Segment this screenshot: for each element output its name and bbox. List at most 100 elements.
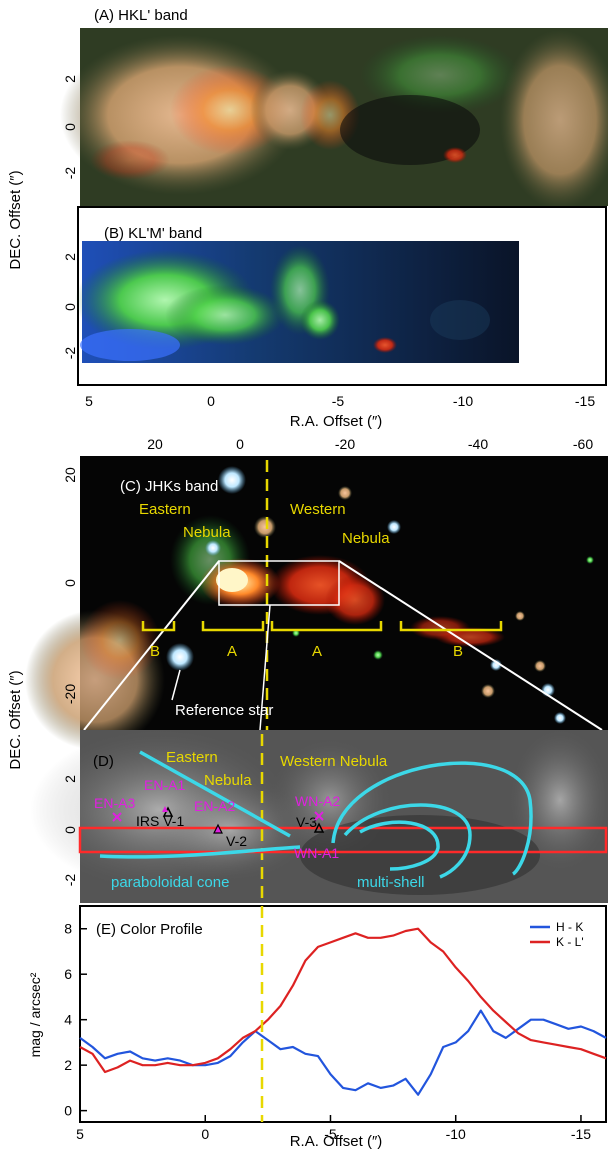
panel-c-overlay: B A A B Reference star (C) JHKs band Eas… xyxy=(83,460,603,731)
d-markers xyxy=(112,806,325,834)
y-tick-label: 8 xyxy=(64,921,72,937)
x-tick-label: 0 xyxy=(201,1126,209,1142)
series-line-0 xyxy=(79,1009,607,1096)
d-cone-lower-line xyxy=(99,845,301,859)
c-label-eastern: Eastern xyxy=(139,501,191,518)
d-label-en-a2: EN-A2 xyxy=(194,798,235,814)
d-label-shell: multi-shell xyxy=(357,874,425,891)
c-region-brackets xyxy=(141,621,503,632)
panel-ab-ra-ticks: 5 0 -5 -10 -15 xyxy=(85,393,595,409)
c-top-tick-20: 20 xyxy=(147,436,163,452)
c-zoom-line-center xyxy=(259,604,271,731)
panel-a-dec-tick-0: 0 xyxy=(62,123,78,131)
chart-y-label: mag / arcsec² xyxy=(27,972,43,1057)
c-label-a1: A xyxy=(227,643,237,660)
y-tick-label: 0 xyxy=(64,1103,72,1119)
d-label-western-nebula: Western Nebula xyxy=(280,753,388,770)
ra-tick-5: 5 xyxy=(85,393,93,409)
panel-a-label: (A) HKL' band xyxy=(94,7,188,24)
panel-d-label: (D) xyxy=(93,753,114,770)
d-marker-en-a3 xyxy=(112,812,122,822)
c-zoom-line-left xyxy=(83,560,220,731)
c-bracket-b2 xyxy=(399,621,503,632)
c-left-tick-20: 20 xyxy=(62,467,78,483)
ra-tick-minus5: -5 xyxy=(332,393,345,409)
d-slit-rectangle xyxy=(78,826,608,854)
c-label-a2: A xyxy=(312,643,322,660)
d-label-wn-a2: WN-A2 xyxy=(295,793,340,809)
d-label-irs-v1: IRS V-1 xyxy=(136,813,184,829)
legend-label-hk: H - K xyxy=(556,920,583,934)
d-dec-tick-0: 0 xyxy=(62,826,78,834)
d-label-wn-a1: WN-A1 xyxy=(294,845,339,861)
x-tick-label: -10 xyxy=(446,1126,466,1142)
x-tick-label: -5 xyxy=(324,1126,337,1142)
chart-x-label: R.A. Offset (″) xyxy=(290,1133,383,1150)
d-label-v3: V-3 xyxy=(296,814,317,830)
c-ref-star-pointer xyxy=(171,669,181,701)
y-tick-label: 2 xyxy=(64,1057,72,1073)
d-dec-tick-2: 2 xyxy=(62,775,78,783)
panel-d-dec-ticks: 2 0 -2 xyxy=(62,775,78,886)
c-top-tick-0: 0 xyxy=(236,436,244,452)
d-marker-en-a2 xyxy=(213,823,223,834)
c-left-tick-0: 0 xyxy=(62,579,78,587)
y-tick-label: 6 xyxy=(64,966,72,982)
panel-b-dec-tick-minus2: -2 xyxy=(62,347,78,360)
panel-b-dec-tick-2: 2 xyxy=(62,253,78,261)
panel-a-image xyxy=(60,28,608,210)
c-bracket-b1 xyxy=(141,621,176,632)
d-label-cone: paraboloidal cone xyxy=(111,874,229,891)
legend-label-kl: K - L' xyxy=(556,935,584,949)
panel-b-image xyxy=(75,241,519,363)
x-tick-label: -15 xyxy=(571,1126,591,1142)
ra-tick-minus15: -15 xyxy=(575,393,595,409)
c-top-tick-minus20: -20 xyxy=(335,436,355,452)
d-shell-outer xyxy=(331,761,533,876)
panel-cd-dec-label: DEC. Offset (″) xyxy=(7,670,24,769)
panel-c-left-ticks: 20 0 -20 xyxy=(62,467,78,704)
c-top-tick-minus40: -40 xyxy=(468,436,488,452)
c-left-tick-minus20: -20 xyxy=(62,684,78,704)
panel-b-ra-label: R.A. Offset (″) xyxy=(290,413,383,430)
panel-b-dec-tick-0: 0 xyxy=(62,303,78,311)
c-label-western: Western xyxy=(290,501,346,518)
panel-b-label: (B) KL'M' band xyxy=(104,225,202,242)
panel-c-image xyxy=(25,456,608,750)
ra-tick-0: 0 xyxy=(207,393,215,409)
y-tick-label: 4 xyxy=(64,1012,72,1028)
d-marker-v3 xyxy=(313,822,325,833)
c-label-nebula-east: Nebula xyxy=(183,524,231,541)
panel-c-top-ticks: 20 0 -20 -40 -60 xyxy=(147,436,593,452)
d-shell-inner xyxy=(359,820,440,871)
series-line-1 xyxy=(79,927,607,1074)
c-label-nebula-west: Nebula xyxy=(342,530,390,547)
c-bracket-a2 xyxy=(270,621,383,632)
c-label-ref-star: Reference star xyxy=(175,702,273,719)
panel-d-overlay: (D) Eastern Nebula Western Nebula EN-A1 … xyxy=(78,734,608,903)
c-bracket-a1 xyxy=(201,621,265,632)
ra-tick-minus10: -10 xyxy=(453,393,473,409)
d-label-eastern: Eastern xyxy=(166,749,218,766)
d-dec-tick-minus2: -2 xyxy=(62,874,78,887)
chart-series xyxy=(79,927,607,1096)
d-shell-middle xyxy=(343,803,472,879)
panel-a-dec-tick-2: 2 xyxy=(62,75,78,83)
panel-c-label: (C) JHKs band xyxy=(120,478,218,495)
d-marker-wn-a2 xyxy=(314,811,324,821)
panel-ab-dec-label: DEC. Offset (″) xyxy=(7,170,24,269)
panel-a-dec-tick-minus2: -2 xyxy=(62,167,78,180)
d-label-en-a3: EN-A3 xyxy=(94,795,135,811)
chart-legend: H - K K - L' xyxy=(530,920,584,949)
c-label-b1: B xyxy=(150,643,160,660)
c-zoom-line-right xyxy=(338,560,603,731)
d-cone-upper-line xyxy=(139,750,291,838)
d-label-nebula: Nebula xyxy=(204,772,252,789)
d-label-v2: V-2 xyxy=(226,833,247,849)
x-tick-label: 5 xyxy=(76,1126,84,1142)
chart-frame xyxy=(79,905,607,1123)
